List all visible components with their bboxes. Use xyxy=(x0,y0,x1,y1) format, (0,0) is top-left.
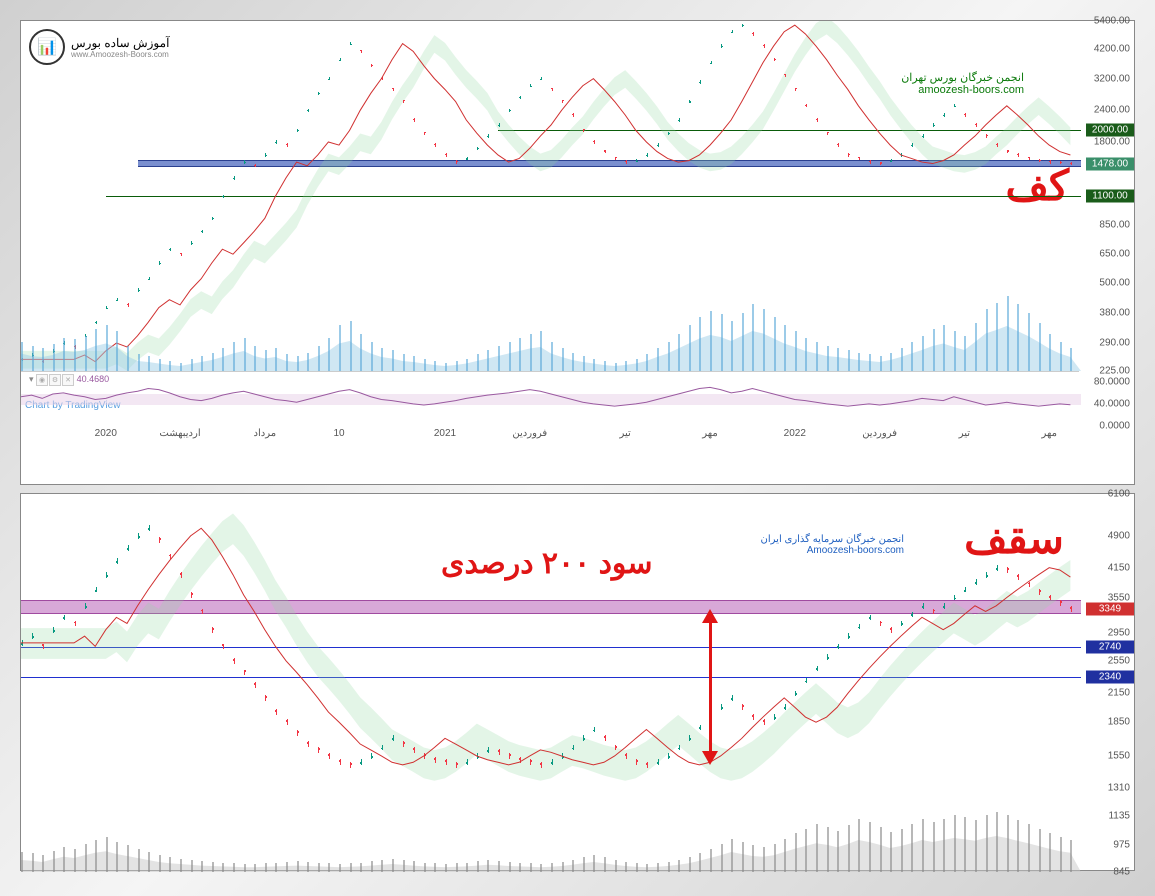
top-x-axis: 2020اردیبهشتمرداد102021فروردینتیرمهر2022… xyxy=(21,426,1079,446)
bottom-y-axis: 6100490041503550295025502150185015501310… xyxy=(1079,494,1134,872)
top-indicator[interactable]: ▾ ◉ ⚙ ✕ 40.4680 Chart by TradingView xyxy=(21,371,1079,426)
top-ind-y-axis: 80.000040.00000.0000 xyxy=(1079,371,1134,426)
top-chart-panel: 📊 آموزش ساده بورس www.Amoozesh-Boors.com… xyxy=(20,20,1135,485)
indicator-controls: ▾ ◉ ⚙ ✕ 40.4680 xyxy=(29,374,109,386)
bottom-chart-panel: انجمن خبرگان سرمایه گذاری ایران Amoozesh… xyxy=(20,493,1135,871)
ind-gear-icon[interactable]: ⚙ xyxy=(49,374,61,386)
bottom-price-chart[interactable] xyxy=(21,494,1081,872)
chevron-down-icon[interactable]: ▾ xyxy=(29,374,34,384)
indicator-value: 40.4680 xyxy=(77,374,110,384)
ind-eye-icon[interactable]: ◉ xyxy=(36,374,48,386)
top-price-chart[interactable] xyxy=(21,21,1081,371)
top-y-axis: 5400.004200.003200.002400.002000.001800.… xyxy=(1079,21,1134,371)
ind-close-icon[interactable]: ✕ xyxy=(62,374,74,386)
profit-arrow xyxy=(702,609,718,765)
